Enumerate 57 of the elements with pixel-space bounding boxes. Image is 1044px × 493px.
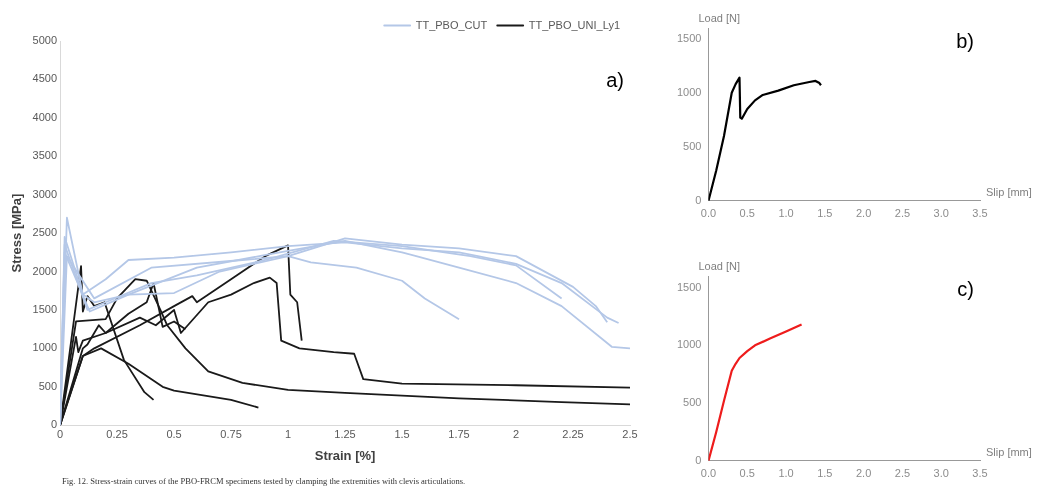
- x-tick-label: 1.5: [394, 427, 410, 440]
- y-tick-label: 4000: [32, 110, 58, 123]
- chart-title: c): [957, 277, 974, 300]
- x-tick-label: 3.0: [933, 467, 949, 480]
- text: a): [606, 68, 624, 91]
- y-tick-label: 500: [683, 396, 702, 409]
- x-tick-label: 0.0: [700, 467, 717, 480]
- y-tick-label: 3000: [32, 187, 58, 200]
- y-tick-label: 4500: [32, 72, 58, 85]
- y-tick-label: 1500: [676, 280, 702, 293]
- x-tick-label: 2.25: [562, 427, 584, 440]
- y-tick-label: 500: [683, 139, 702, 152]
- y-tick-label: 500: [38, 379, 58, 392]
- y-tick-label: 0: [695, 453, 702, 466]
- x-axis-title: Strain [%]: [314, 447, 376, 463]
- y-tick-label: 1500: [32, 302, 58, 315]
- x-tick-label: 1.75: [448, 427, 470, 440]
- x-tick-label: 3.0: [933, 207, 949, 220]
- legend-label: TT_PBO_UNI_Ly1: [528, 18, 620, 31]
- y-tick-label: 1500: [676, 31, 702, 44]
- x-tick-label: 2.5: [894, 467, 911, 480]
- y-tick-label: 1000: [676, 85, 702, 98]
- x-tick-label: 0.25: [106, 427, 128, 440]
- y-tick-label: 2000: [32, 264, 58, 277]
- y-tick-label: 1000: [32, 341, 58, 354]
- x-tick-label: 1.5: [817, 207, 833, 220]
- x-axis-title: Slip [mm]: [986, 445, 1032, 458]
- chart-title: b): [956, 29, 974, 52]
- y-axis-title: Stress [MPa]: [9, 193, 25, 273]
- y-tick-label: 5000: [32, 34, 58, 47]
- x-tick-label: 1.0: [778, 467, 794, 480]
- x-tick-label: 3.5: [972, 467, 988, 480]
- y-tick-label: 0: [695, 193, 702, 206]
- x-tick-label: 0.5: [739, 207, 755, 220]
- caption: Fig. 12. Stress-strain curves of the PBO-FRCM specimens tested by clamping the extremities with clevis articulations.: [62, 476, 466, 486]
- y-tick-label: 2500: [32, 226, 58, 239]
- y-tick-label: 3500: [32, 149, 58, 162]
- x-tick-label: 1: [284, 427, 292, 440]
- x-tick-label: 0.5: [166, 427, 182, 440]
- x-tick-label: 2.0: [855, 207, 872, 220]
- x-tick-label: 1.0: [778, 207, 794, 220]
- x-tick-label: 1.5: [817, 467, 833, 480]
- y-axis-title: Load [N]: [698, 11, 741, 24]
- x-tick-label: 1.25: [334, 427, 356, 440]
- x-tick-label: 0.75: [220, 427, 242, 440]
- y-axis-title: Load [N]: [698, 259, 741, 272]
- x-tick-label: 0.5: [739, 467, 755, 480]
- y-tick-label: 0: [50, 418, 58, 431]
- y-tick-label: 1000: [676, 338, 702, 351]
- legend-label: TT_PBO_CUT: [415, 18, 488, 31]
- x-tick-label: 2.5: [622, 427, 638, 440]
- x-tick-label: 2: [512, 427, 520, 440]
- x-tick-label: 2.5: [894, 207, 911, 220]
- x-tick-label: 2.0: [855, 467, 872, 480]
- x-tick-label: 3.5: [972, 207, 988, 220]
- x-axis-title: Slip [mm]: [986, 185, 1032, 198]
- x-tick-label: 0.0: [700, 207, 717, 220]
